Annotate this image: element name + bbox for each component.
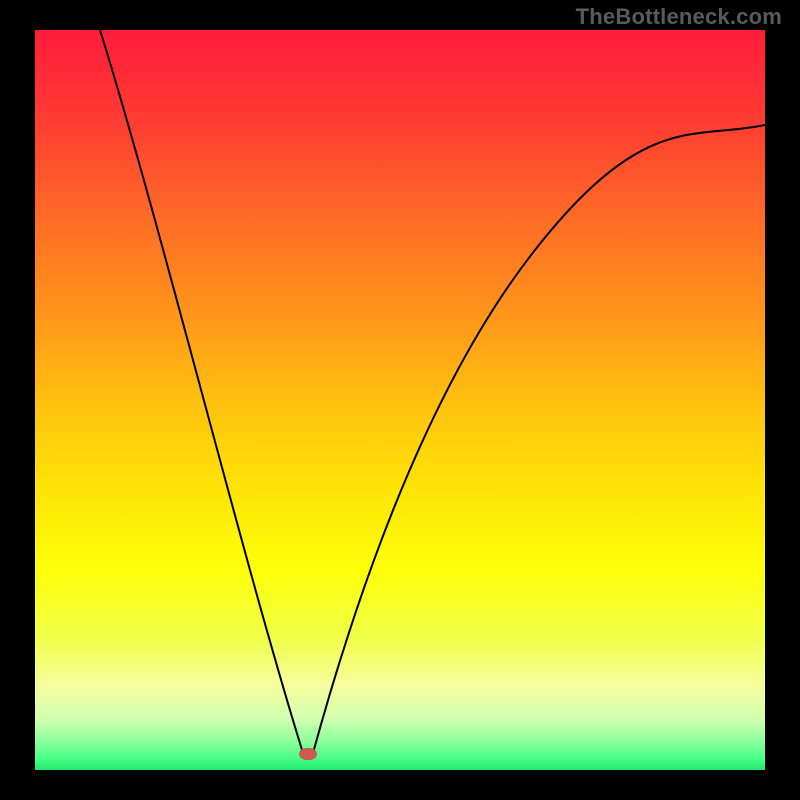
watermark-text: TheBottleneck.com [576,4,782,30]
chart-frame: TheBottleneck.com [0,0,800,800]
optimum-marker [299,748,317,760]
bottleneck-chart [35,30,765,770]
gradient-background [35,30,765,770]
